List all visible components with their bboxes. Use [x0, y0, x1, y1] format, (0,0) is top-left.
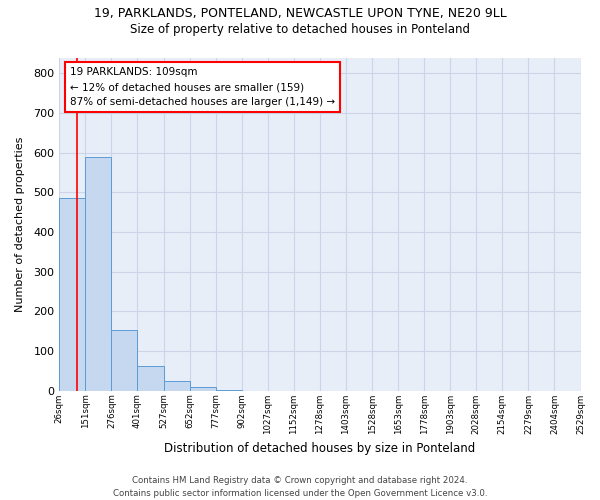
- X-axis label: Distribution of detached houses by size in Ponteland: Distribution of detached houses by size …: [164, 442, 476, 455]
- Text: 19, PARKLANDS, PONTELAND, NEWCASTLE UPON TYNE, NE20 9LL: 19, PARKLANDS, PONTELAND, NEWCASTLE UPON…: [94, 8, 506, 20]
- Bar: [112, 330, 137, 390]
- Text: Size of property relative to detached houses in Ponteland: Size of property relative to detached ho…: [130, 22, 470, 36]
- Text: 19 PARKLANDS: 109sqm
← 12% of detached houses are smaller (159)
87% of semi-deta: 19 PARKLANDS: 109sqm ← 12% of detached h…: [70, 68, 335, 107]
- Bar: [137, 366, 164, 390]
- Bar: [85, 156, 112, 390]
- Bar: [190, 388, 215, 390]
- Text: Contains HM Land Registry data © Crown copyright and database right 2024.
Contai: Contains HM Land Registry data © Crown c…: [113, 476, 487, 498]
- Bar: [59, 198, 85, 390]
- Y-axis label: Number of detached properties: Number of detached properties: [15, 136, 25, 312]
- Bar: [164, 380, 190, 390]
